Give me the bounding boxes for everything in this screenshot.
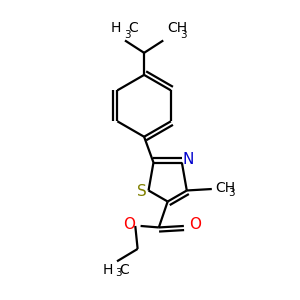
Text: O: O [189, 217, 201, 232]
Text: O: O [123, 217, 135, 232]
Text: CH: CH [215, 182, 236, 195]
Text: CH: CH [168, 21, 188, 35]
Text: 3: 3 [180, 30, 187, 40]
Text: 3: 3 [228, 188, 234, 197]
Text: C: C [119, 263, 129, 277]
Text: H: H [111, 21, 122, 35]
Text: 3: 3 [124, 30, 131, 40]
Text: H: H [102, 263, 112, 277]
Text: C: C [128, 21, 138, 35]
Text: S: S [137, 184, 147, 200]
Text: N: N [182, 152, 194, 167]
Text: 3: 3 [115, 268, 122, 278]
